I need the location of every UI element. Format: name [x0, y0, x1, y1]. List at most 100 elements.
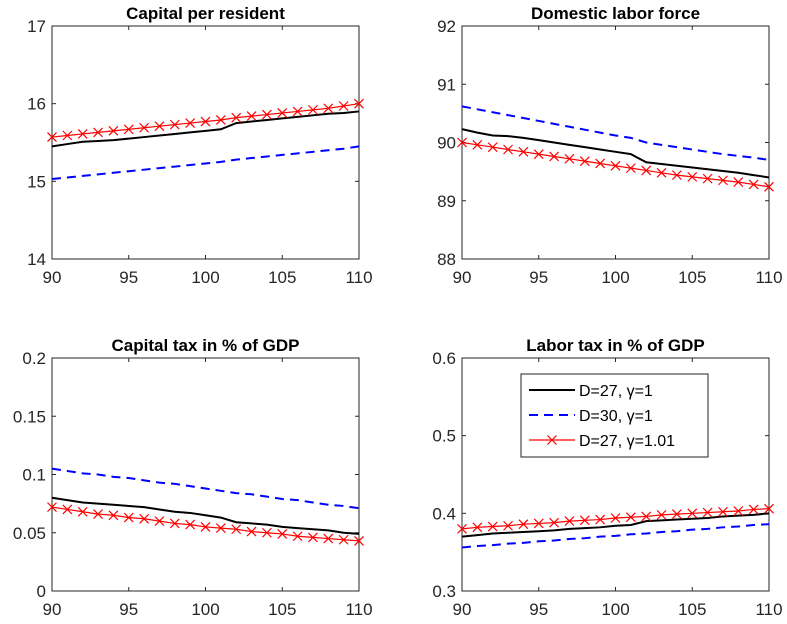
x-marker-stroke: [764, 181, 774, 192]
data-point-x-marker: [47, 502, 57, 513]
data-point-x-marker: [702, 173, 713, 184]
series-line-black-solid: [51, 496, 360, 535]
data-point-x-marker: [169, 518, 180, 529]
plot-area: [51, 25, 360, 260]
x-tick-label: 110: [755, 268, 782, 287]
y-tick-label: 0: [37, 582, 46, 601]
x-tick-label: 100: [601, 268, 629, 287]
data-point-x-marker: [610, 160, 621, 171]
data-point-x-marker: [503, 144, 513, 155]
data-point-x-marker: [169, 119, 180, 130]
series-line-blue-dashed: [51, 467, 360, 510]
data-point-x-marker: [687, 171, 698, 182]
x-marker-stroke: [123, 124, 134, 135]
subplot-2: Domestic labor force 90 95 100 105 110 88 89 90 9…: [437, 4, 782, 287]
series-line-black-solid: [461, 128, 770, 179]
data-point-x-marker: [487, 142, 498, 153]
x-tick-label: 100: [191, 600, 219, 619]
data-point-x-marker: [595, 514, 606, 525]
x-marker-stroke: [93, 509, 103, 520]
y-tick-label: 15: [27, 172, 46, 191]
data-point-x-marker: [457, 523, 467, 534]
x-tick-label: 100: [191, 268, 219, 287]
x-tick-label: 90: [43, 268, 62, 287]
x-marker-stroke: [748, 179, 759, 190]
x-marker-stroke: [108, 510, 119, 521]
x-tick-label: 105: [678, 600, 706, 619]
x-marker-stroke: [47, 502, 57, 513]
data-point-x-marker: [200, 522, 211, 532]
x-tick-label: 95: [529, 268, 548, 287]
data-point-x-marker: [77, 129, 88, 139]
x-marker-stroke: [687, 508, 698, 519]
x-marker-stroke: [610, 160, 621, 171]
x-marker-stroke: [487, 521, 498, 532]
data-point-x-marker: [625, 163, 636, 174]
x-tick-label: 110: [345, 268, 372, 287]
data-point-x-marker: [292, 531, 303, 542]
y-tick-label: 14: [27, 250, 46, 269]
series-line-blue-dashed: [51, 145, 360, 180]
x-tick-label: 95: [119, 600, 138, 619]
x-marker-stroke: [503, 520, 513, 531]
data-point-x-marker: [733, 506, 744, 516]
data-point-x-marker: [277, 528, 288, 539]
x-marker-stroke: [579, 515, 590, 526]
x-marker-stroke: [564, 516, 575, 527]
x-marker-stroke: [472, 139, 483, 150]
subplot-1: Capital per resident 90 95 100 105 110 14 15 16 1…: [27, 4, 372, 287]
series-line-blue-dashed: [461, 523, 770, 549]
data-point-x-marker: [62, 130, 73, 141]
x-marker-stroke: [656, 167, 667, 178]
x-tick-label: 90: [43, 600, 62, 619]
data-point-x-marker: [564, 516, 575, 527]
x-marker-stroke: [718, 175, 728, 186]
y-tick-label: 0.15: [13, 407, 46, 426]
data-point-x-marker: [185, 519, 196, 530]
subplot-title: Domestic labor force: [531, 4, 700, 23]
x-marker-stroke: [261, 109, 272, 120]
data-point-x-marker: [323, 533, 334, 544]
data-point-x-marker: [625, 512, 636, 523]
x-marker-stroke: [718, 506, 728, 517]
x-marker-stroke: [533, 518, 544, 529]
x-marker-stroke: [185, 118, 196, 129]
x-marker-stroke: [261, 527, 272, 538]
x-marker-stroke: [323, 533, 334, 544]
x-marker-stroke: [656, 509, 667, 520]
y-tick-label: 0.3: [432, 582, 456, 601]
data-point-x-marker: [292, 106, 303, 117]
subplot-title: Capital per resident: [126, 4, 285, 23]
x-marker-stroke: [549, 151, 560, 162]
data-point-x-marker: [748, 179, 759, 190]
x-marker-stroke: [215, 523, 226, 534]
data-point-x-marker: [656, 167, 667, 178]
x-marker-stroke: [733, 506, 744, 516]
data-point-x-marker: [533, 149, 544, 160]
y-tick-label: 0.6: [432, 349, 456, 368]
data-point-x-marker: [77, 506, 88, 517]
x-tick-label: 110: [755, 600, 782, 619]
x-tick-label: 105: [268, 268, 296, 287]
x-marker-stroke: [487, 142, 498, 153]
x-marker-stroke: [169, 518, 180, 529]
x-tick-label: 95: [529, 600, 548, 619]
data-point-x-marker: [518, 146, 529, 157]
data-point-x-marker: [641, 165, 652, 176]
x-marker-stroke: [338, 101, 349, 111]
data-point-x-marker: [185, 118, 196, 129]
x-marker-stroke: [47, 132, 57, 142]
y-tick-label: 0.1: [22, 466, 46, 485]
data-point-x-marker: [718, 506, 728, 517]
x-marker-stroke: [595, 158, 606, 169]
x-marker-stroke: [579, 156, 590, 167]
x-tick-label: 105: [678, 268, 706, 287]
data-point-x-marker: [108, 125, 119, 136]
data-point-x-marker: [641, 511, 652, 522]
legend-x-marker: [547, 435, 557, 445]
x-marker-stroke: [625, 512, 636, 523]
subplot-4: Labor tax in % of GDP 90 95 100 105 110 0.3 0.4…: [432, 336, 782, 619]
data-point-x-marker: [308, 532, 318, 543]
data-point-x-marker: [595, 158, 606, 169]
